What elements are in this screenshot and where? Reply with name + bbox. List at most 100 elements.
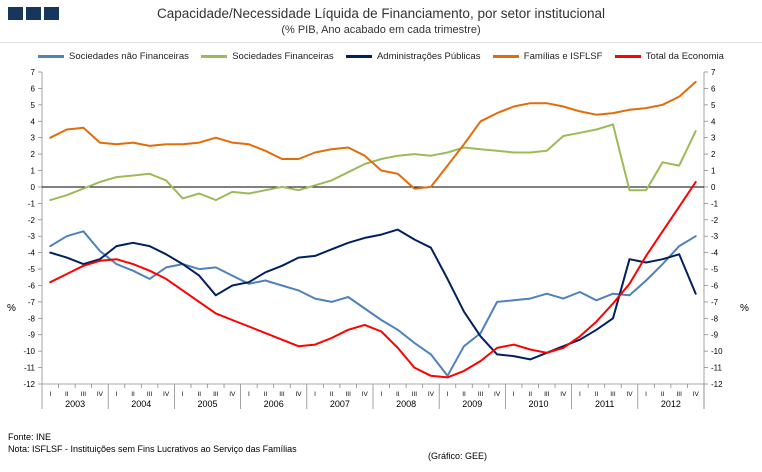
svg-text:-12: -12	[711, 380, 723, 389]
svg-text:-12: -12	[23, 380, 35, 389]
svg-text:-3: -3	[28, 232, 36, 241]
x-tick-quarter: I	[314, 391, 316, 398]
series-line	[49, 230, 697, 377]
legend-label: Sociedades Financeiras	[232, 51, 334, 62]
svg-text:-4: -4	[28, 249, 36, 258]
x-tick-quarter: IV	[428, 391, 435, 398]
footer-source: Fonte: INE	[8, 432, 52, 442]
legend-label: Sociedades não Financeiras	[69, 51, 189, 62]
logo-square-icon	[44, 7, 59, 20]
x-tick-year: 2006	[264, 399, 284, 409]
y-axis-right-label: %	[740, 303, 749, 314]
legend-item-0: Sociedades não Financeiras	[38, 51, 189, 62]
svg-text:7: 7	[711, 68, 716, 77]
legend-line-icon	[38, 55, 64, 58]
page-title: Capacidade/Necessidade Líquida de Financ…	[156, 6, 606, 21]
logo-square-icon	[26, 7, 41, 20]
x-tick-year: 2010	[528, 399, 548, 409]
svg-text:4: 4	[711, 117, 716, 126]
x-tick-quarter: IV	[163, 391, 170, 398]
svg-text:-5: -5	[28, 265, 36, 274]
x-tick-quarter: I	[116, 391, 118, 398]
x-tick-quarter: III	[544, 391, 550, 398]
x-tick-quarter: IV	[97, 391, 104, 398]
x-tick-quarter: I	[645, 391, 647, 398]
legend-label: Total da Economia	[645, 51, 724, 62]
x-tick-quarter: II	[131, 391, 135, 398]
svg-text:4: 4	[31, 117, 36, 126]
x-tick-quarter: III	[676, 391, 682, 398]
svg-text:-10: -10	[711, 347, 723, 356]
svg-text:6: 6	[31, 84, 36, 93]
svg-text:-7: -7	[28, 298, 36, 307]
svg-text:-10: -10	[23, 347, 35, 356]
x-tick-quarter: I	[579, 391, 581, 398]
legend-line-icon	[492, 55, 519, 58]
x-tick-quarter: II	[462, 391, 466, 398]
x-tick-quarter: I	[380, 391, 382, 398]
x-tick-quarter: III	[345, 391, 351, 398]
svg-text:-8: -8	[28, 314, 36, 323]
svg-text:7: 7	[31, 68, 36, 77]
x-tick-year: 2004	[131, 399, 151, 409]
svg-text:-8: -8	[711, 314, 719, 323]
x-tick-quarter: I	[248, 391, 250, 398]
x-tick-year: 2005	[197, 399, 217, 409]
legend-line-icon	[345, 55, 372, 58]
chart-legend: Sociedades não Financeiras Sociedades Fin…	[38, 51, 724, 62]
x-tick-quarter: II	[595, 391, 599, 398]
x-tick-quarter: II	[330, 391, 334, 398]
x-tick-quarter: II	[197, 391, 201, 398]
x-tick-quarter: IV	[494, 391, 501, 398]
svg-text:5: 5	[31, 101, 36, 110]
logo-square-icon	[8, 7, 23, 20]
svg-text:6: 6	[711, 84, 716, 93]
svg-text:1: 1	[711, 167, 716, 176]
footer-note: Nota: ISFLSF - Instituições sem Fins Luc…	[8, 444, 297, 454]
x-tick-year: 2009	[462, 399, 482, 409]
x-tick-quarter: II	[528, 391, 532, 398]
x-tick-quarter: III	[478, 391, 484, 398]
x-tick-quarter: II	[396, 391, 400, 398]
x-tick-quarter: II	[661, 391, 665, 398]
x-tick-year: 2008	[396, 399, 416, 409]
svg-text:5: 5	[711, 101, 716, 110]
x-tick-year: 2007	[330, 399, 350, 409]
svg-text:-6: -6	[711, 281, 719, 290]
x-tick-quarter: III	[147, 391, 153, 398]
x-tick-quarter: I	[447, 391, 449, 398]
x-tick-quarter: I	[182, 391, 184, 398]
svg-text:-5: -5	[711, 265, 719, 274]
series-line	[49, 228, 697, 361]
svg-text:0: 0	[711, 183, 716, 192]
x-tick-quarter: III	[279, 391, 285, 398]
x-tick-quarter: II	[264, 391, 268, 398]
x-tick-quarter: II	[65, 391, 69, 398]
x-tick-year: 2011	[595, 399, 614, 409]
svg-text:-11: -11	[711, 364, 723, 373]
y-axis-left-label: %	[7, 303, 16, 314]
svg-text:3: 3	[711, 134, 716, 143]
legend-line-icon	[201, 55, 228, 58]
x-tick-year: 2003	[65, 399, 85, 409]
legend-item-2: Administrações Públicas	[345, 51, 481, 62]
svg-text:-7: -7	[711, 298, 719, 307]
logo-squares-icon	[8, 7, 59, 20]
chart-plot: 7 7 6 6 5 5 4 4 3 3 2 2 1 1 0 0 -1 -1 -2 -2 -3 -3 -4 -4 -5 -5 -6 -6…	[23, 68, 723, 409]
series-line	[49, 123, 697, 202]
svg-text:0: 0	[31, 183, 36, 192]
legend-label: Famílias e ISFLSF	[523, 51, 603, 62]
svg-text:-1: -1	[711, 199, 719, 208]
svg-text:-9: -9	[28, 331, 36, 340]
x-tick-quarter: IV	[229, 391, 236, 398]
x-tick-quarter: I	[513, 391, 515, 398]
footer-credit: (Gráfico: GEE)	[428, 451, 488, 461]
series-line	[49, 181, 697, 379]
page-subtitle: (% PIB, Ano acabado em cada trimestre)	[281, 24, 481, 36]
legend-line-icon	[614, 55, 641, 58]
legend-label: Administrações Públicas	[376, 51, 481, 62]
svg-text:-11: -11	[24, 364, 36, 373]
svg-text:-3: -3	[711, 232, 719, 241]
svg-text:-9: -9	[711, 331, 719, 340]
